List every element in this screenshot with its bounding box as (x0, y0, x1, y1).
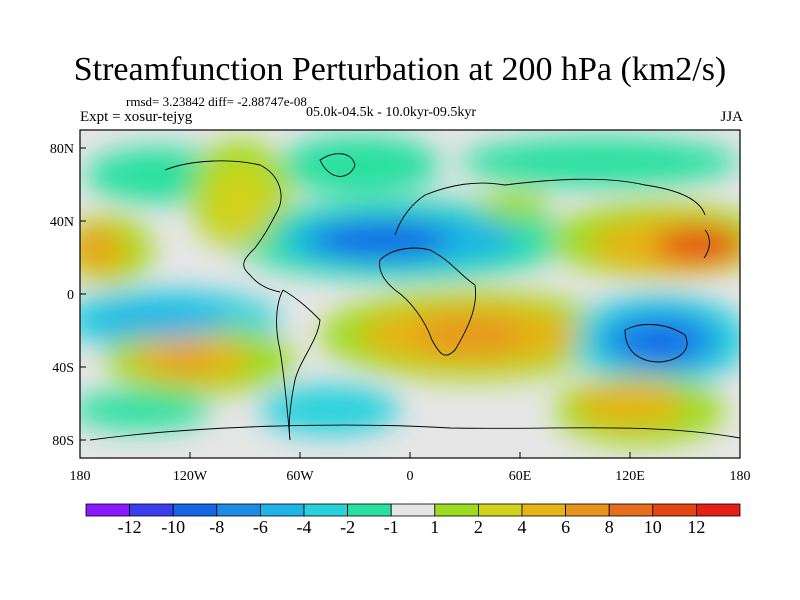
colorbar-swatch (390, 503, 436, 517)
colorbar-label: 6 (561, 517, 570, 537)
colorbar-label: 2 (474, 517, 483, 537)
anomaly-southern-ocean-mid (575, 383, 685, 427)
anomaly-spacific-core (160, 350, 210, 370)
anomaly-australia-core (630, 330, 690, 360)
coast-north-america (164, 160, 282, 293)
colorbar-label: -6 (253, 517, 268, 537)
colorbar-swatch (85, 503, 130, 517)
colorbar-label: -1 (384, 517, 399, 537)
lat-tick-label: 0 (67, 288, 74, 303)
anomaly-wpacific-core (655, 227, 740, 263)
coast-japan (703, 229, 710, 259)
coast-antarctica (89, 424, 740, 441)
colorbar-swatch (565, 503, 610, 517)
anomaly-caspian (480, 191, 550, 219)
lon-tick-label: 60W (286, 469, 314, 484)
anomaly-atlantic-core (310, 222, 450, 258)
colorbar-swatch (347, 503, 392, 517)
lon-tick-label: 180 (730, 469, 751, 484)
anomaly-safrica-core (415, 317, 525, 353)
plot-title: Streamfunction Perturbation at 200 hPa (… (73, 51, 727, 88)
lon-tick-label: 120E (615, 469, 645, 484)
colorbar-label: -4 (297, 517, 312, 537)
anomaly-arctic-center (280, 135, 440, 195)
colorbar-label: 10 (644, 517, 662, 537)
anomaly-satlantic-outer (260, 385, 400, 435)
colorbar-swatch (696, 503, 741, 517)
colorbar-label: 1 (430, 517, 439, 537)
colorbar-swatch (521, 503, 566, 517)
colorbar-swatch (129, 503, 174, 517)
stats-text: rmsd= 3.23842 diff= -2.88747e-08 (126, 94, 307, 109)
lon-tick-label: 120W (173, 469, 208, 484)
coast-greenland (319, 153, 356, 177)
colorbar-label: 4 (518, 517, 527, 537)
coast-africa (379, 247, 477, 356)
coast-south-america-west (276, 289, 291, 441)
colorbar-swatch (434, 503, 479, 517)
colorbar-label: 8 (605, 517, 614, 537)
lon-tick-label: 0 (407, 469, 414, 484)
colorbar-swatch (608, 503, 654, 517)
colorbar-swatch (172, 503, 218, 517)
anomaly-field (80, 130, 740, 458)
coast-australia (624, 324, 688, 363)
colorbar-swatch (259, 503, 305, 517)
anomaly-spacific-trop-mid (90, 302, 230, 338)
anomaly-npacific-east-core (80, 230, 108, 260)
lon-tick-label: 180 (70, 469, 91, 484)
colorbar-label: -8 (209, 517, 224, 537)
coast-south-america-east (282, 289, 321, 441)
lat-tick-label: 40N (50, 215, 74, 230)
coast-eurasia-north (394, 178, 706, 236)
lat-tick-label: 40S (52, 361, 74, 376)
colorbar-swatch (303, 503, 348, 517)
lon-tick-label: 60E (509, 469, 532, 484)
experiment-text: Expt = xosur-tejyg (80, 109, 193, 125)
season-label: JJA (720, 109, 743, 125)
anomaly-arctic-east (460, 137, 740, 187)
colorbar-swatch (216, 503, 261, 517)
colorbar-label: 12 (687, 517, 705, 537)
colorbar-label: -10 (161, 517, 185, 537)
coastlines (89, 153, 740, 441)
lat-tick-label: 80N (50, 142, 74, 157)
colorbar-label: -12 (118, 517, 142, 537)
lat-axis: 80N 40N 0 40S 80S (50, 142, 86, 449)
colorbar-swatch (652, 503, 697, 517)
anomaly-sw-pacific-outer (80, 390, 210, 430)
colorbar-swatch (477, 503, 523, 517)
period-text: 05.0k-04.5k - 10.0kyr-09.5kyr (306, 105, 477, 120)
colorbar-label: -2 (340, 517, 355, 537)
colorbar: -12 -10 -8 -6 -4 -2 -1 1 2 4 6 8 10 12 (85, 503, 741, 537)
lat-tick-label: 80S (52, 434, 74, 449)
lon-axis: 180 120W 60W 0 60E 120E 180 (70, 452, 751, 484)
anomaly-namerica-mid (205, 165, 275, 245)
